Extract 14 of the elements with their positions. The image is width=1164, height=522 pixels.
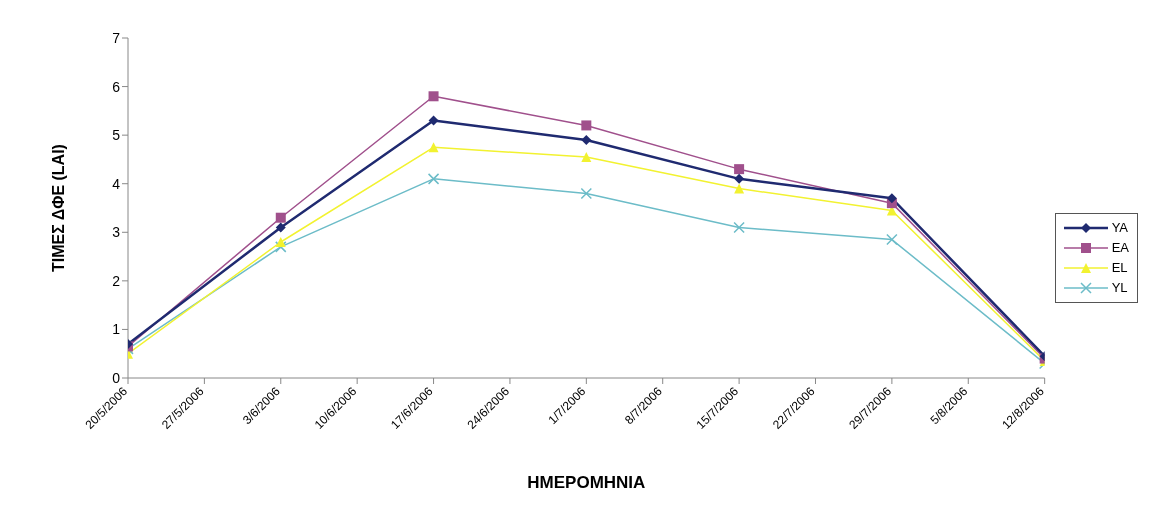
y-tick-label: 7 (112, 29, 121, 46)
y-tick-label: 4 (112, 175, 121, 192)
y-tick-label: 0 (112, 369, 121, 386)
y-tick-label: 3 (112, 224, 121, 241)
x-axis-title: ΗΜΕΡΟΜΗΝΙΑ (527, 473, 646, 492)
legend-label: EL (1111, 259, 1128, 277)
legend-label: YA (1111, 219, 1129, 237)
legend-label: EA (1111, 239, 1129, 257)
y-tick-label: 5 (112, 127, 121, 144)
y-tick-label: 6 (112, 78, 121, 95)
y-tick-label: 2 (112, 272, 121, 289)
y-tick-label: 1 (112, 321, 121, 338)
y-axis-title: ΤΙΜΕΣ ΔΦΕ (LAI) (49, 144, 67, 272)
legend-label: YL (1111, 279, 1128, 297)
